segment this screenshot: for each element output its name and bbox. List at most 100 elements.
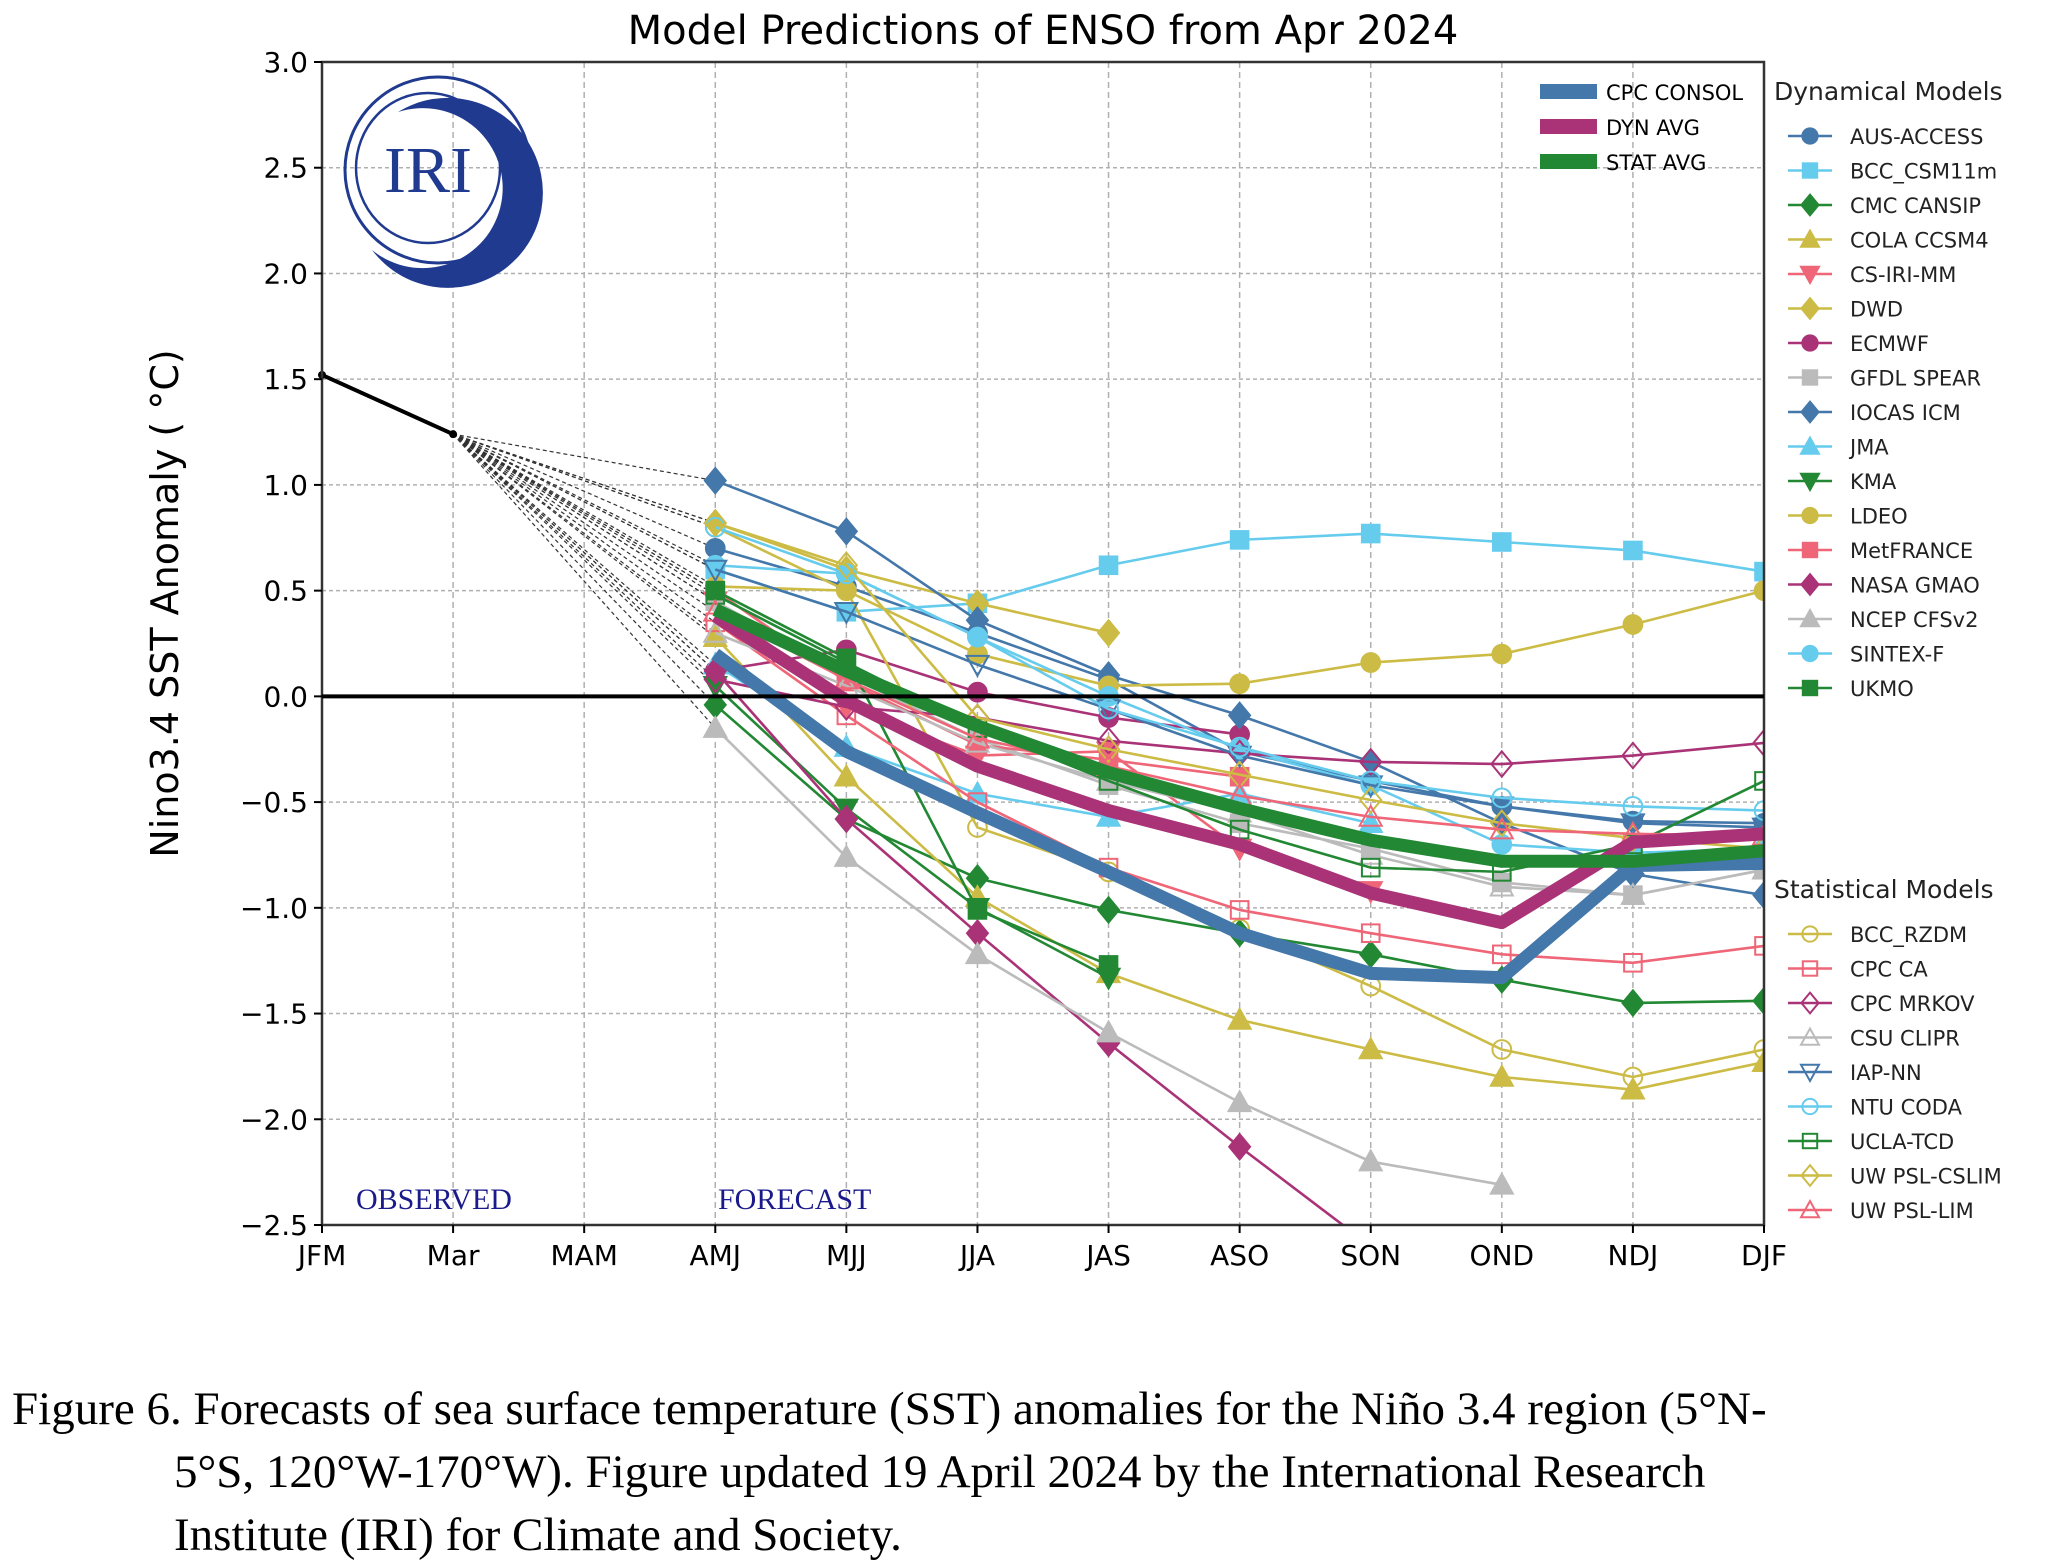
point-cpc-ca [1360,923,1381,943]
legend-marker-csu-clipr [1799,1026,1821,1046]
point-ucla-tcd [1360,857,1381,878]
legend-label: CS-IRI-MM [1850,263,1956,287]
legend-dynamical: Dynamical Models AUS-ACCESS BCC_CSM11m CMC … [1774,77,2003,701]
point-jma [1358,810,1384,834]
y-tick-label: −1.0 [240,892,308,925]
chart-title: Model Predictions of ENSO from Apr 2024 [628,8,1459,54]
point-ldeo [1753,580,1764,601]
point-iap-nn [964,654,991,678]
point-ukmo [967,900,988,920]
legend-label: UW PSL-LIM [1850,1199,1974,1223]
point-cmc-cansip [1621,988,1645,1018]
legend-label: GFDL SPEAR [1850,367,1981,391]
legend-label: CPC MRKOV [1850,992,1975,1016]
point-cpc-ca [1623,952,1643,973]
point-bcc-rzdm [1753,1039,1764,1060]
point-bcc-rzdm [1491,1039,1513,1060]
legend-label: COLA CCSM4 [1850,229,1989,253]
legend-item-ukmo: UKMO [1788,677,1914,701]
connector-aus-access [452,433,716,549]
line-dwd [714,521,1109,635]
legend-marker-metfrance [1801,541,1819,559]
legend-item-ntu-coda: NTU CODA [1788,1096,1963,1120]
connector-iocas-icm [452,433,716,482]
point-uw-psl-lim [964,725,991,749]
point-ncep-cfsv2 [964,941,991,965]
point-csu-clipr [1620,882,1646,905]
legend-marker-cpc-ca [1801,960,1819,977]
point-cola-ccsm4 [1489,1063,1515,1087]
logo-swoosh [372,97,543,288]
legend-item-cpc-mrkov: CPC MRKOV [1788,991,1975,1016]
point-cpc-mrkov [1490,749,1514,779]
observed-label: OBSERVED [356,1183,512,1216]
point-ucla-tcd [705,585,726,605]
point-csu-clipr [702,619,728,643]
x-tick-label: MJJ [826,1239,867,1272]
legend-label: ECMWF [1850,332,1929,356]
connector-ldeo [452,433,716,587]
legend-item-jma: JMA [1788,435,1889,460]
legend-label-stat-avg: STAT AVG [1606,151,1706,175]
legend-item-metfrance: MetFRANCE [1788,539,1973,563]
line-cpc-ca [714,621,1764,965]
legend-item-uw-psl-lim: UW PSL-LIM [1788,1198,1974,1223]
point-aus-access [704,537,726,559]
legend-item-cola-ccsm4: COLA CCSM4 [1788,228,1989,253]
legend-label: SINTEX-F [1850,643,1944,667]
legend-item-bcc-csm11m: BCC_CSM11m [1788,160,1997,185]
line-cpc-mrkov [715,678,1764,766]
legend-marker-cs-iri-mm [1799,265,1821,286]
legend-item-ncep-cfsv2: NCEP CFSv2 [1788,607,1978,632]
legend-item-iocas-icm: IOCAS ICM [1788,400,1961,425]
legend-label: NCEP CFSv2 [1850,608,1978,632]
point-bcc-csm11m [1098,555,1119,576]
connector-iap-nn [452,433,716,571]
connector-ukmo [452,433,716,592]
x-tick-label: NDJ [1608,1239,1659,1272]
point-iap-nn [1358,775,1384,799]
observed-layer [318,370,458,439]
legend-label-cpc-consol: CPC CONSOL [1606,81,1743,105]
legend-marker-nasa-gmao [1800,572,1820,597]
connector-csu-clipr [452,433,716,634]
point-cola-ccsm4 [833,763,860,787]
x-tick-label: SON [1340,1239,1401,1272]
avg-line-stat-avg [712,603,1764,868]
legend-item-nasa-gmao: NASA GMAO [1788,572,1980,598]
plot-frame [320,60,1766,1227]
forecast-label: FORECAST [718,1183,871,1216]
point-nasa-gmao [1227,1132,1252,1161]
point-uw-psl-cslim [1490,809,1514,838]
legend-label: IAP-NN [1850,1061,1922,1085]
point-cpc-mrkov [1752,728,1764,758]
avg-line-dyn-avg [711,610,1764,930]
point-csu-clipr [1489,873,1515,897]
legend-label: KMA [1850,470,1897,494]
connector-gfdl-spear [452,433,716,602]
legend-item-csu-clipr: CSU CLIPR [1788,1026,1960,1051]
axes: 3.0 2.5 2.0 1.5 1.0 0.5 0.0 −0.5 −1.0 −1.5 −2.0 −2.… [240,46,1787,1272]
legend-item-cpc-ca: CPC CA [1788,958,1928,982]
point-uw-psl-cslim [834,551,859,580]
iri-logo: IRI [343,75,543,288]
point-cpc-mrkov [1621,741,1645,770]
legend-item-aus-access: AUS-ACCESS [1788,125,1983,149]
legend-marker-bcc-rzdm [1801,925,1819,943]
legend-marker-ukmo [1801,679,1819,697]
point-uw-psl-cslim [1227,760,1252,789]
point-bcc-csm11m [1623,540,1643,561]
point-cola-ccsm4 [1358,1036,1384,1060]
connector-ucla-tcd [452,433,716,596]
connector-ncep-cfsv2 [452,433,716,729]
legend-label: UKMO [1850,677,1914,701]
legend-marker-ldeo [1801,506,1819,525]
caption-line-1: Figure 6. Forecasts of sea surface tempe… [12,1383,1767,1435]
y-tick-label: −2.5 [240,1209,308,1242]
point-ecmwf [967,681,988,703]
point-ntu-coda [1753,800,1764,821]
point-iocas-icm [1227,701,1252,730]
legend-label: NASA GMAO [1850,574,1980,598]
series-ncep-cfsv2 [702,715,1515,1195]
point-ncep-cfsv2 [833,844,860,867]
